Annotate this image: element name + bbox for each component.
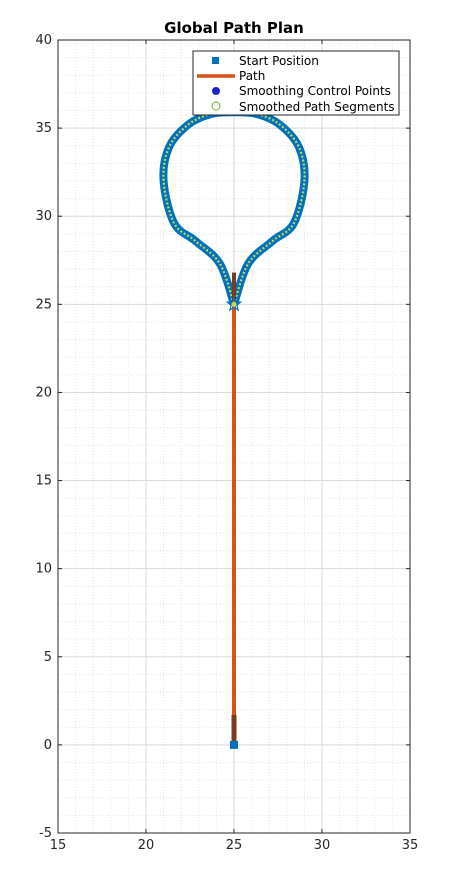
legend-path-label: Path [239, 69, 265, 83]
x-tick-label: 15 [50, 838, 67, 853]
x-tick-label: 25 [226, 838, 243, 853]
legend: Start Position Path Smoothing Control Po… [193, 51, 399, 115]
y-tick-label: 5 [44, 650, 52, 665]
y-tick-label: 15 [35, 474, 52, 489]
y-tick-label: -5 [39, 826, 52, 841]
y-tick-label: 10 [35, 562, 52, 577]
legend-start-label: Start Position [239, 54, 319, 68]
y-tick-label: 25 [35, 297, 52, 312]
y-tick-label: 0 [44, 738, 52, 753]
y-tick-label: 40 [35, 33, 52, 48]
legend-start-marker [212, 57, 219, 64]
x-tick-label: 20 [138, 838, 155, 853]
y-tick-label: 20 [35, 385, 52, 400]
legend-control-points-marker [212, 87, 220, 95]
chart-title: Global Path Plan [164, 19, 304, 37]
legend-smoothed-segments-label: Smoothed Path Segments [239, 100, 395, 114]
start-position-marker [230, 741, 238, 749]
x-tick-label: 35 [402, 838, 419, 853]
legend-control-points-label: Smoothing Control Points [239, 84, 391, 98]
y-tick-label: 35 [35, 121, 52, 136]
x-tick-label: 30 [314, 838, 331, 853]
y-tick-label: 30 [35, 209, 52, 224]
goal-point-marker [232, 302, 237, 307]
